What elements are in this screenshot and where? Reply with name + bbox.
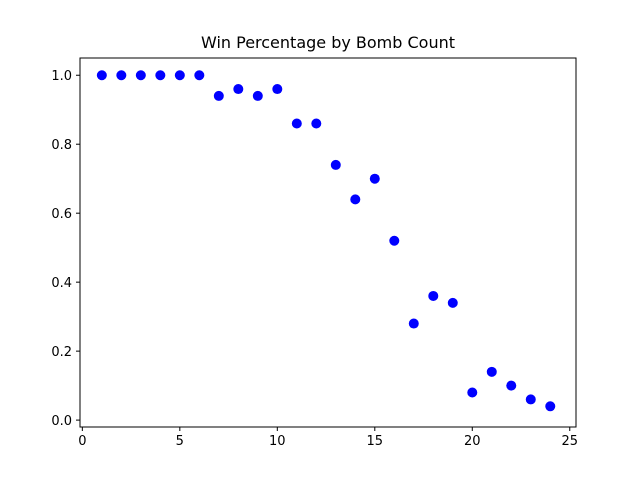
data-point [525,394,536,405]
chart-title: Win Percentage by Bomb Count [201,33,455,52]
data-points [96,70,556,412]
data-point [233,84,244,95]
x-tick-label: 5 [176,434,184,449]
data-point [447,297,458,308]
data-point [116,70,127,81]
data-point [213,90,224,101]
x-tick-label: 20 [464,434,481,449]
y-tick-label: 0.4 [51,276,72,291]
data-point [350,194,361,205]
y-tick-label: 0.8 [51,138,72,153]
data-point [506,380,517,391]
x-tick-label: 0 [78,434,86,449]
x-tick-label: 10 [269,434,286,449]
data-point [252,90,263,101]
data-point [389,235,400,246]
data-point [486,366,497,377]
x-tick-label: 15 [367,434,384,449]
y-tick-label: 1.0 [51,69,72,84]
data-point [174,70,185,81]
data-point [408,318,419,329]
data-point [369,173,380,184]
y-tick-label: 0.0 [51,414,72,429]
x-tick-label: 25 [561,434,578,449]
axes: 0 5 10 15 20 25 0.0 0.2 0.4 0.6 0.8 1.0 [51,57,578,449]
data-point [330,159,341,170]
data-point [545,401,556,412]
data-point [155,70,166,81]
data-point [291,118,302,129]
data-point [428,290,439,301]
data-point [311,118,322,129]
data-point [467,387,478,398]
data-point [194,70,205,81]
data-point [272,84,283,95]
data-point [135,70,146,81]
data-point [96,70,107,81]
y-tick-label: 0.6 [51,207,72,222]
y-tick-label: 0.2 [51,345,72,360]
plot-frame [79,57,577,428]
